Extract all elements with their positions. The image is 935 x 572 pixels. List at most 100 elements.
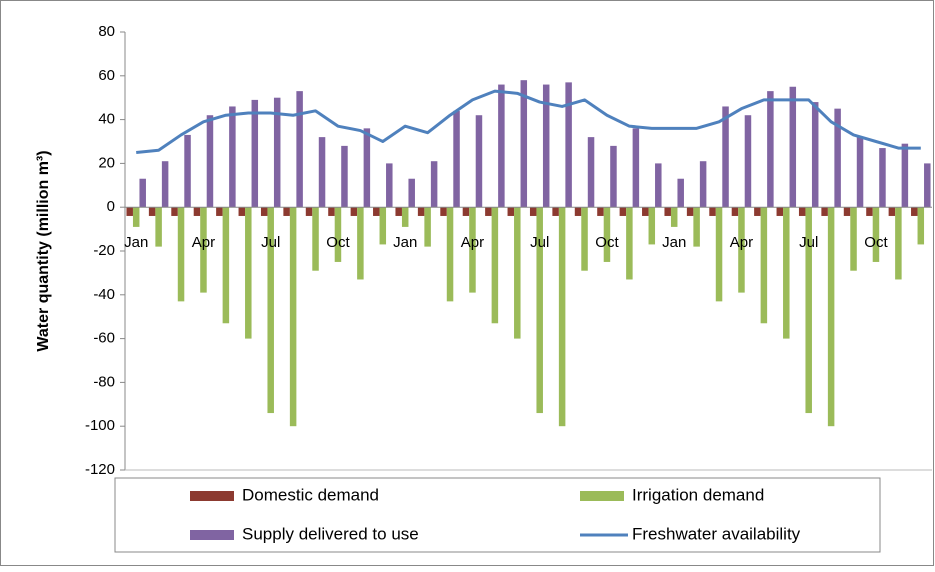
bar xyxy=(305,207,313,216)
bar xyxy=(132,207,140,227)
bar xyxy=(171,207,178,216)
bar xyxy=(821,207,828,216)
bar xyxy=(587,137,595,208)
bar xyxy=(709,207,716,216)
bar xyxy=(453,110,460,208)
y-tick-label: -40 xyxy=(93,286,115,303)
bar xyxy=(485,207,492,216)
bar xyxy=(498,84,505,208)
legend-swatch xyxy=(190,491,234,501)
y-tick-label: -60 xyxy=(93,330,115,347)
x-tick-label: Jan xyxy=(393,234,417,251)
legend-label: Freshwater availability xyxy=(632,524,801,543)
bar xyxy=(417,207,425,216)
bar xyxy=(222,207,230,324)
bar xyxy=(872,207,880,262)
bar xyxy=(798,207,806,216)
bar xyxy=(514,207,521,339)
bar xyxy=(805,207,812,414)
bar xyxy=(229,106,236,208)
bar xyxy=(811,102,819,208)
x-tick-label: Jan xyxy=(124,234,148,251)
bar xyxy=(363,128,371,208)
line-series xyxy=(136,89,921,154)
bar xyxy=(529,207,537,216)
bar xyxy=(200,207,207,293)
bar xyxy=(462,207,470,216)
legend-swatch xyxy=(190,530,234,540)
bar xyxy=(260,207,268,216)
bar xyxy=(597,207,604,216)
bar xyxy=(440,207,447,216)
bar xyxy=(879,148,886,208)
legend-box xyxy=(114,477,881,553)
x-tick-label: Oct xyxy=(864,234,888,251)
bar xyxy=(686,207,694,216)
bar xyxy=(446,207,454,302)
bar xyxy=(273,97,281,208)
bar xyxy=(245,207,252,339)
bar xyxy=(536,207,543,414)
bar xyxy=(901,143,909,208)
bar xyxy=(581,207,588,271)
bar xyxy=(155,207,162,247)
bar xyxy=(783,207,790,339)
bar xyxy=(767,91,774,208)
bar xyxy=(744,115,752,208)
bar xyxy=(843,207,851,216)
bar xyxy=(642,207,649,216)
bar xyxy=(655,163,662,208)
bar xyxy=(341,145,348,208)
x-tick-label: Jan xyxy=(662,234,686,251)
bar xyxy=(670,207,678,227)
y-tick-label: -100 xyxy=(85,417,115,434)
bar xyxy=(664,207,671,216)
x-tick-label: Oct xyxy=(326,234,350,251)
y-tick-label: 20 xyxy=(98,154,115,171)
bar xyxy=(850,207,857,271)
y-axis-title: Water quantity (million m³) xyxy=(35,150,52,351)
bar xyxy=(334,207,342,262)
bar xyxy=(610,145,617,208)
bar xyxy=(126,207,133,216)
bar xyxy=(328,207,335,216)
bar xyxy=(856,137,864,208)
bar xyxy=(866,207,873,216)
bar xyxy=(542,84,550,208)
bar xyxy=(731,207,739,216)
legend-label: Supply delivered to use xyxy=(242,524,419,543)
bar xyxy=(184,134,191,208)
bar xyxy=(386,163,393,208)
bar xyxy=(430,161,438,208)
y-tick-label: -120 xyxy=(85,461,115,478)
bar xyxy=(776,207,784,216)
bar xyxy=(357,207,364,280)
bar xyxy=(632,128,640,208)
bar xyxy=(379,207,387,245)
y-tick-label: 60 xyxy=(98,67,115,84)
x-tick-label: Jul xyxy=(799,234,818,251)
bar xyxy=(648,207,656,245)
x-tick-label: Apr xyxy=(192,234,215,251)
bar xyxy=(206,115,214,208)
bar xyxy=(251,99,259,208)
bar xyxy=(754,207,761,216)
bar xyxy=(401,207,409,227)
y-tick-label: 0 xyxy=(107,198,115,215)
bar xyxy=(491,207,499,324)
bar xyxy=(238,207,246,216)
bar xyxy=(312,207,319,271)
bar xyxy=(677,178,684,208)
legend-label: Irrigation demand xyxy=(632,485,764,504)
bar xyxy=(693,207,700,247)
bar xyxy=(722,106,729,208)
x-tick-label: Jul xyxy=(261,234,280,251)
bar xyxy=(424,207,431,247)
bar xyxy=(760,207,768,324)
bar xyxy=(267,207,274,414)
bar xyxy=(619,207,627,216)
bar xyxy=(565,82,572,208)
bar xyxy=(603,207,611,262)
